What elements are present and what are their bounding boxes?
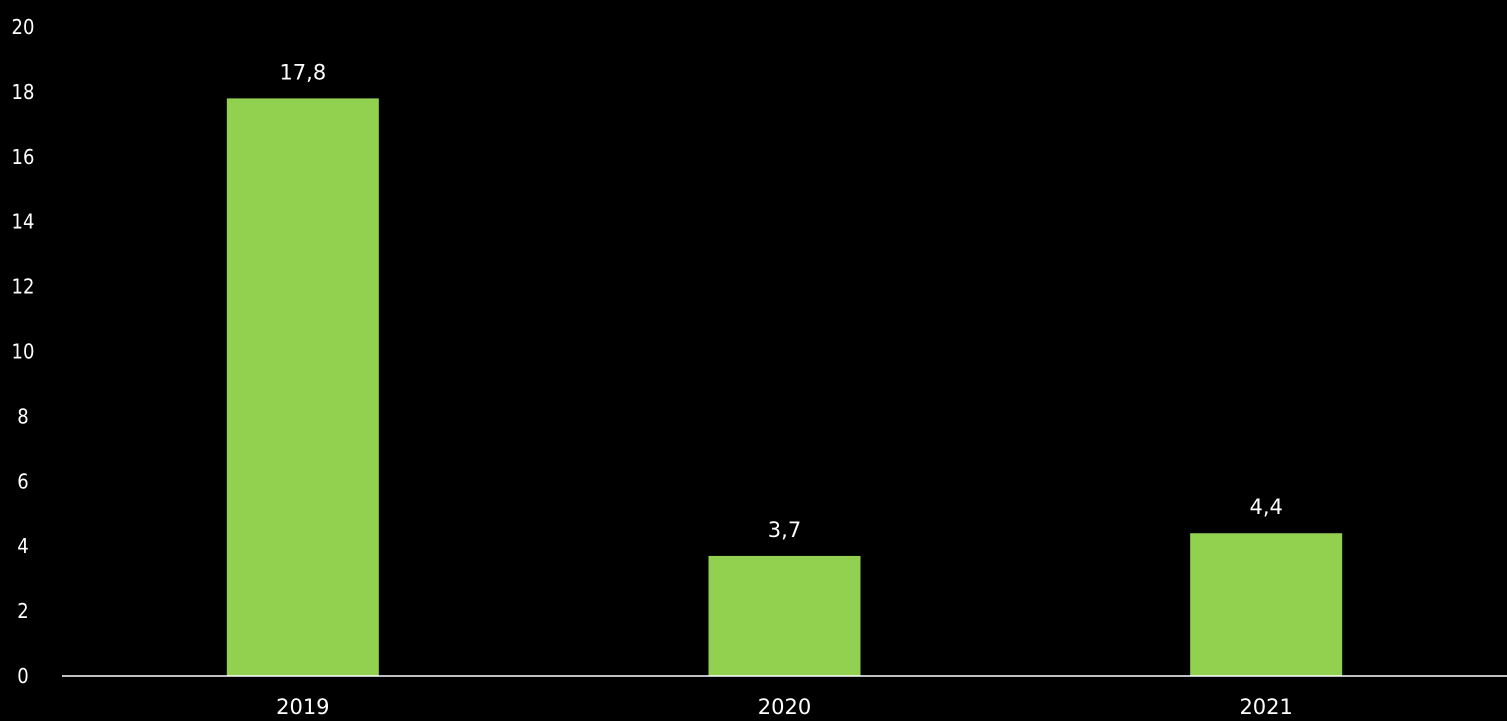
- x-tick-label-2021: 2021: [1239, 695, 1292, 719]
- y-tick-label: 18: [12, 80, 35, 104]
- x-tick-label-2020: 2020: [758, 695, 811, 719]
- data-label-2019: 17,8: [279, 60, 326, 84]
- y-tick-label: 16: [12, 145, 35, 169]
- y-tick-label: 12: [12, 275, 35, 299]
- bars-group: [226, 98, 1343, 676]
- y-tick-label: 4: [17, 534, 28, 558]
- data-labels-group: 17,8 3,7 4,4: [279, 60, 1282, 542]
- x-axis-category-labels: 2019 2020 2021: [276, 695, 1293, 719]
- data-label-2021: 4,4: [1249, 495, 1282, 519]
- bar-2019: [226, 98, 379, 676]
- y-tick-label: 8: [17, 404, 28, 428]
- x-tick-label-2019: 2019: [276, 695, 329, 719]
- bar-2021: [1190, 533, 1343, 676]
- bar-2020: [708, 555, 861, 676]
- y-tick-label: 10: [12, 340, 35, 364]
- y-tick-label: 6: [17, 469, 28, 493]
- y-tick-label: 0: [17, 664, 28, 688]
- y-tick-label: 14: [12, 210, 35, 234]
- y-axis-tick-labels: 0 2 4 6 8 10 12 14 16 18 20: [12, 15, 35, 688]
- y-tick-label: 20: [12, 15, 35, 39]
- y-tick-label: 2: [17, 599, 28, 623]
- data-label-2020: 3,7: [768, 518, 801, 542]
